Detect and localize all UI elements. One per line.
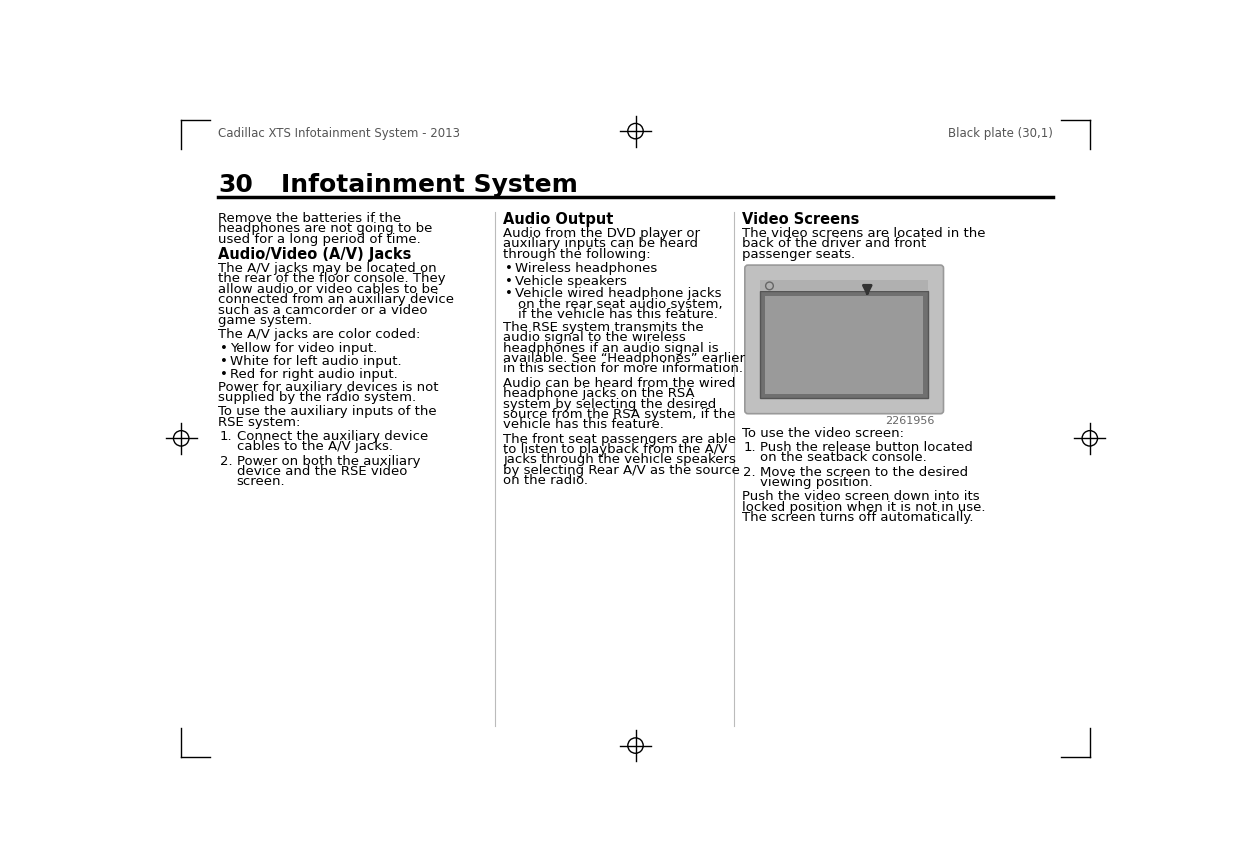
Text: system by selecting the desired: system by selecting the desired [503,398,717,411]
Text: viewing position.: viewing position. [760,476,873,489]
Text: Remove the batteries if the: Remove the batteries if the [218,212,402,225]
Text: game system.: game system. [218,314,312,327]
Text: White for left audio input.: White for left audio input. [231,355,402,368]
Text: Black plate (30,1): Black plate (30,1) [947,128,1053,141]
Text: if the vehicle has this feature.: if the vehicle has this feature. [518,308,718,321]
Text: RSE system:: RSE system: [218,416,300,429]
Text: The screen turns off automatically.: The screen turns off automatically. [742,511,973,524]
Text: Push the video screen down into its: Push the video screen down into its [742,490,980,503]
Text: on the rear seat audio system,: on the rear seat audio system, [518,298,723,311]
Text: Infotainment System: Infotainment System [281,174,578,197]
Text: Vehicle wired headphone jacks: Vehicle wired headphone jacks [516,287,722,300]
Text: used for a long period of time.: used for a long period of time. [218,233,420,246]
Text: Power on both the auxiliary: Power on both the auxiliary [237,455,420,468]
FancyBboxPatch shape [745,265,944,414]
Text: •: • [505,262,512,275]
Text: Red for right audio input.: Red for right audio input. [231,368,398,381]
Bar [760,292,928,398]
Text: 2.: 2. [743,465,756,478]
Text: allow audio or video cables to be: allow audio or video cables to be [218,283,439,296]
Text: 2.: 2. [219,455,232,468]
Text: headphone jacks on the RSA: headphone jacks on the RSA [503,387,694,400]
Text: screen.: screen. [237,476,285,489]
Text: The A/V jacks are color coded:: The A/V jacks are color coded: [218,328,420,341]
Text: •: • [505,274,512,287]
Text: audio signal to the wireless: audio signal to the wireless [503,332,686,345]
Text: Yellow for video input.: Yellow for video input. [231,343,378,356]
Text: The RSE system transmits the: The RSE system transmits the [503,321,703,334]
Text: Wireless headphones: Wireless headphones [516,262,657,275]
Text: 1.: 1. [743,441,756,454]
Text: •: • [219,355,228,368]
Text: to listen to playback from the A/V: to listen to playback from the A/V [503,443,728,456]
Text: Move the screen to the desired: Move the screen to the desired [760,465,968,478]
Text: passenger seats.: passenger seats. [742,247,854,260]
Bar [765,296,924,394]
Text: Connect the auxiliary device: Connect the auxiliary device [237,430,428,443]
Text: To use the auxiliary inputs of the: To use the auxiliary inputs of the [218,405,436,418]
Text: headphones are not going to be: headphones are not going to be [218,222,433,235]
Text: The A/V jacks may be located on: The A/V jacks may be located on [218,262,436,275]
Text: vehicle has this feature.: vehicle has this feature. [503,418,663,431]
Text: jacks through the vehicle speakers: jacks through the vehicle speakers [503,453,735,466]
Text: Audio/Video (A/V) Jacks: Audio/Video (A/V) Jacks [218,247,412,262]
Text: Vehicle speakers: Vehicle speakers [516,274,627,287]
Text: back of the driver and front: back of the driver and front [742,237,926,250]
Bar [760,280,928,292]
Text: supplied by the radio system.: supplied by the radio system. [218,391,417,404]
Text: •: • [219,368,228,381]
Text: Audio from the DVD player or: Audio from the DVD player or [503,227,701,240]
Text: through the following:: through the following: [503,247,651,260]
Text: device and the RSE video: device and the RSE video [237,465,407,478]
Text: available. See “Headphones” earlier: available. See “Headphones” earlier [503,352,745,365]
Text: headphones if an audio signal is: headphones if an audio signal is [503,342,719,355]
Text: 1.: 1. [219,430,232,443]
Text: Cadillac XTS Infotainment System - 2013: Cadillac XTS Infotainment System - 2013 [218,128,460,141]
Text: on the radio.: on the radio. [503,474,588,487]
Text: •: • [219,343,228,356]
Text: Audio can be heard from the wired: Audio can be heard from the wired [503,377,735,390]
Text: The front seat passengers are able: The front seat passengers are able [503,432,737,445]
Text: the rear of the floor console. They: the rear of the floor console. They [218,273,446,286]
Text: Video Screens: Video Screens [742,212,859,227]
Text: locked position when it is not in use.: locked position when it is not in use. [742,501,986,514]
Text: The video screens are located in the: The video screens are located in the [742,227,986,240]
Text: connected from an auxiliary device: connected from an auxiliary device [218,293,454,306]
Text: in this section for more information.: in this section for more information. [503,363,743,376]
Text: Power for auxiliary devices is not: Power for auxiliary devices is not [218,380,439,393]
Text: such as a camcorder or a video: such as a camcorder or a video [218,304,428,317]
Text: cables to the A/V jacks.: cables to the A/V jacks. [237,440,393,453]
Text: source from the RSA system, if the: source from the RSA system, if the [503,408,735,421]
Text: by selecting Rear A/V as the source: by selecting Rear A/V as the source [503,464,740,477]
Text: 30: 30 [218,174,253,197]
Text: •: • [505,287,512,300]
Text: on the seatback console.: on the seatback console. [760,451,928,464]
Text: 2261956: 2261956 [885,416,934,426]
Text: Push the release button located: Push the release button located [760,441,973,454]
Text: To use the video screen:: To use the video screen: [742,427,904,440]
Text: Audio Output: Audio Output [503,212,614,227]
Text: auxiliary inputs can be heard: auxiliary inputs can be heard [503,237,698,250]
